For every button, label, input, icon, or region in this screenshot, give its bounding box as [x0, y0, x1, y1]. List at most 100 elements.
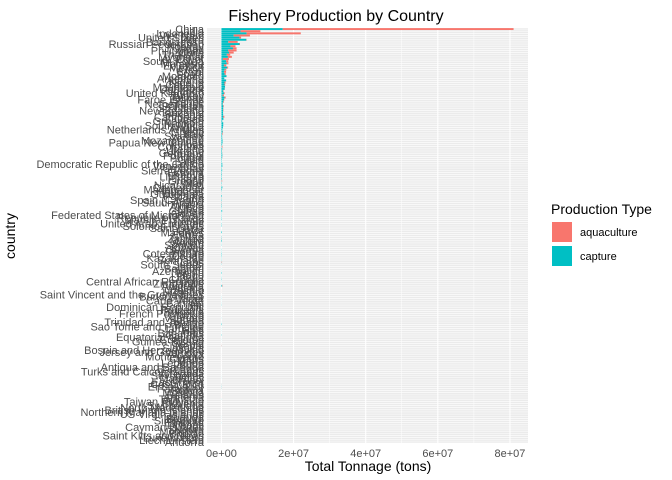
y-tick-label: Chad	[178, 155, 204, 167]
y-tick-label: Guyana	[165, 244, 204, 256]
bar-capture	[221, 154, 223, 157]
bar-aquaculture	[221, 145, 223, 148]
y-tick-label: Mauritius	[159, 373, 204, 385]
bar-capture	[221, 122, 224, 125]
y-tick-label: Papua New Guinea	[109, 137, 205, 149]
y-tick-label: Turks and Caicos Islands	[81, 366, 205, 378]
bar-aquaculture	[223, 105, 224, 108]
y-tick-label: Yemen	[170, 133, 204, 145]
y-tick-label: Rwanda	[164, 411, 205, 423]
y-tick-label: Cambodia	[154, 112, 205, 124]
bar-capture	[221, 284, 223, 287]
y-tick-label: French Polynesia	[119, 309, 205, 321]
y-tick-label: Russian Federation	[109, 39, 204, 51]
bar-capture	[221, 53, 227, 56]
bar-capture	[221, 98, 224, 101]
y-tick-label: Bulgaria	[164, 306, 205, 318]
y-tick-label: Brunei	[172, 375, 204, 387]
y-tick-label: Paraguay	[157, 383, 205, 395]
y-tick-label: Togo	[180, 270, 204, 282]
bar-aquaculture	[222, 132, 223, 135]
y-tick-label: Bangladesh	[146, 37, 204, 49]
y-tick-label: Italy	[184, 129, 205, 141]
y-tick-label: Cote d'Ivoire	[143, 249, 204, 261]
bar-capture	[221, 100, 224, 103]
bar-capture	[221, 75, 227, 78]
bar-capture	[221, 49, 229, 52]
bar-capture	[221, 79, 227, 82]
y-tick-label: Nigeria	[169, 78, 205, 90]
y-tick-label: Netherlands	[145, 99, 205, 111]
legend-key-capture	[552, 246, 572, 266]
y-tick-label: Philippines	[151, 45, 205, 57]
y-tick-label: Kiribati	[170, 140, 204, 152]
bar-capture	[221, 73, 225, 75]
y-tick-label: Tajikistan	[159, 394, 204, 406]
y-tick-label: Laos	[180, 257, 204, 269]
y-tick-label: Kenya	[173, 170, 205, 182]
bar-capture	[221, 177, 222, 180]
y-tick-label: Taiwan	[170, 93, 204, 105]
bar-capture	[221, 165, 223, 167]
y-tick-label: Myanmar	[158, 52, 204, 64]
y-tick-label: Czechia	[164, 285, 205, 297]
y-tick-label: Azerbaijan	[152, 266, 204, 278]
y-tick-label: British Virgin Islands	[105, 405, 205, 417]
bar-aquaculture	[223, 92, 225, 95]
y-tick-label: Australia	[161, 281, 205, 293]
y-tick-label: Sao Tome and Principe	[90, 321, 204, 333]
bar-capture	[221, 60, 227, 63]
y-tick-label: South Sudan	[140, 259, 204, 271]
y-tick-label: Haiti	[182, 326, 204, 338]
bar-capture	[221, 137, 223, 140]
bar-capture	[221, 32, 247, 35]
y-tick-label: Nicaragua	[154, 180, 205, 192]
y-tick-label: Moldova	[162, 388, 204, 400]
y-tick-label: Jamaica	[163, 324, 205, 336]
y-tick-label: Singapore	[154, 416, 204, 428]
y-tick-label: Niger	[178, 294, 205, 306]
y-tick-label: Bahrain	[166, 298, 204, 310]
y-tick-label: Liberia	[171, 272, 205, 284]
y-tick-label: Bahamas	[158, 328, 205, 340]
y-tick-label: Georgia	[165, 247, 205, 259]
y-tick-label: Mexico	[169, 63, 204, 75]
y-tick-label: Guinea	[169, 206, 205, 218]
y-tick-label: Romania	[160, 304, 205, 316]
y-tick-label: Congo	[172, 251, 204, 263]
y-tick-label: Trinidad and Tobago	[104, 317, 204, 329]
y-tick-label: Latvia	[175, 157, 205, 169]
y-tick-label: Equatorial Guinea	[116, 332, 205, 344]
bar-capture	[221, 77, 225, 80]
bar-aquaculture	[240, 30, 261, 33]
y-tick-label: Indonesia	[156, 28, 205, 40]
y-tick-label: Suriname	[157, 255, 204, 267]
y-tick-label: Sudan	[172, 238, 204, 250]
y-tick-label: Bosnia and Herzegovina	[84, 345, 205, 357]
y-tick-label: Ukraine	[166, 146, 204, 158]
bar-capture	[221, 94, 223, 97]
bar-capture	[221, 81, 225, 84]
y-tick-label: Antigua and Barbuda	[101, 362, 205, 374]
y-tick-label: Democratic Republic of the Congo	[36, 159, 204, 171]
y-tick-label: North Macedonia	[120, 403, 205, 415]
bar-capture	[221, 83, 225, 86]
bar-capture	[221, 40, 229, 43]
y-tick-label: Cayman Islands	[125, 422, 204, 434]
bar-aquaculture	[239, 36, 242, 39]
y-tick-label: Turkey	[171, 90, 205, 102]
y-tick-label: Ireland	[170, 144, 204, 156]
y-tick-label: Benin	[176, 268, 204, 280]
y-tick-label: Lebanon	[161, 358, 204, 370]
chart-title: Fishery Production by Country	[228, 8, 443, 25]
y-tick-label: Iraq	[185, 232, 204, 244]
y-tick-label: Somalia	[164, 240, 205, 252]
y-tick-label: Federated States of Micronesia	[51, 210, 205, 222]
y-tick-label: Bhutan	[169, 428, 204, 440]
y-tick-label: Guatemala	[150, 189, 205, 201]
y-tick-label: Japan	[174, 43, 204, 55]
y-tick-label: Greece	[168, 176, 204, 188]
y-tick-label: Costa Rica	[150, 379, 205, 391]
y-tick-label: Croatia	[169, 274, 205, 286]
y-tick-label: Panama	[163, 191, 205, 203]
